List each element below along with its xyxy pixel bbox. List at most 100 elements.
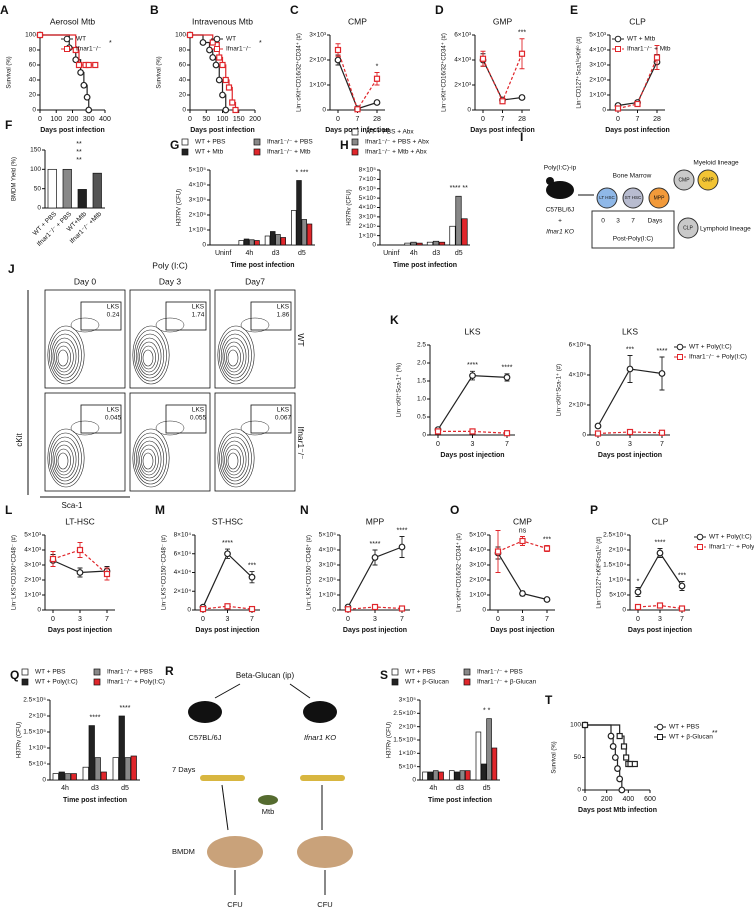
x-tick-label: 600: [644, 796, 656, 803]
gate: [80, 301, 122, 331]
panel-letter: G: [170, 138, 179, 152]
marker: [594, 430, 602, 437]
timeline-day: 0: [601, 218, 605, 225]
bar: [427, 771, 434, 781]
significance: ***: [678, 572, 686, 579]
cell-label: CMP: [678, 177, 690, 183]
legend-label: Ifnar1⁻/⁻: [76, 46, 101, 53]
marker: [92, 61, 99, 69]
y-axis-label: H37Rv (CFU): [347, 189, 353, 225]
legend-label: WT + PBS: [669, 724, 700, 731]
y-tick-label: 2×10³: [454, 82, 472, 89]
legend-swatch: [21, 668, 29, 676]
chart-title: CMP: [513, 516, 532, 526]
marker: [398, 605, 406, 612]
gate-value: 1.86: [277, 312, 290, 319]
marker: [219, 61, 226, 69]
y-tick-label: 0: [372, 242, 376, 249]
x-tick-label: d3: [272, 250, 280, 257]
y-tick-label: 4×10⁵: [189, 182, 207, 189]
x-tick-label: 3: [658, 616, 662, 623]
timeline-box: [591, 210, 675, 249]
gate: [165, 404, 207, 434]
y-tick-label: 1×10⁵: [319, 592, 337, 599]
significance: **: [712, 730, 718, 737]
marker: [626, 428, 634, 436]
cell-label: LT HSC: [599, 195, 615, 200]
legend-marker: [63, 35, 71, 43]
x-tick-label: 3: [373, 616, 377, 623]
y-tick-label: 1×10⁵: [399, 750, 417, 757]
cell-label: GMP: [702, 177, 714, 183]
series-line: [337, 59, 378, 110]
y-tick-label: 5×10⁵: [189, 167, 207, 174]
y-tick-label: 3×10³: [24, 562, 42, 569]
contour: [49, 329, 82, 382]
mtb-icon: [258, 795, 278, 805]
x-axis-label: Time post infection: [230, 262, 294, 269]
contour: [224, 341, 244, 373]
y-tick-label: 0: [37, 205, 41, 212]
significance: ***: [543, 536, 551, 543]
bar: [62, 168, 72, 209]
contour: [141, 448, 157, 473]
y-tick-label: 2×10³: [24, 577, 42, 584]
panel-letter: T: [545, 693, 553, 707]
x-tick-label: d5: [483, 785, 491, 792]
marker: [618, 786, 626, 794]
marker: [519, 537, 526, 545]
bar: [410, 241, 417, 246]
y-tick-label: 0: [187, 607, 191, 614]
x-tick-label: 7: [356, 116, 360, 123]
marker: [77, 69, 85, 76]
x-tick-label: 0: [496, 616, 500, 623]
y-tick-label: 5×10⁵: [359, 195, 377, 202]
survival-line: [190, 34, 227, 110]
legend-swatch: [253, 148, 261, 156]
contour: [224, 444, 244, 476]
marker: [658, 370, 666, 377]
contour: [50, 436, 80, 482]
x-tick-label: Uninf: [383, 250, 399, 257]
contour: [47, 325, 85, 385]
legend-label: WT + PBS: [195, 139, 226, 146]
x-axis-label: Days post infection: [190, 127, 255, 134]
y-tick-label: 80: [179, 47, 187, 54]
contour: [132, 325, 170, 385]
mouse-icon: [303, 701, 337, 723]
bar: [455, 195, 462, 246]
legend-swatch: [21, 678, 29, 686]
bar: [238, 240, 244, 246]
marker: [75, 61, 83, 69]
legend-marker: [656, 723, 664, 731]
bar: [58, 771, 65, 781]
contour: [139, 444, 159, 476]
y-tick-label: 2×10⁵: [359, 223, 377, 230]
legend-label: Ifnar1⁻/⁻ + Poly(I:C): [107, 679, 165, 686]
y-tick-label: 60: [29, 62, 37, 69]
panel-letter: B: [150, 3, 159, 17]
y-tick-label: 3×10⁵: [189, 197, 207, 204]
chart-title: ST-HSC: [212, 516, 243, 526]
marker: [634, 100, 641, 108]
bone-icon: [200, 775, 245, 781]
marker: [373, 99, 381, 106]
x-tick-label: 7: [105, 616, 109, 623]
bar: [291, 210, 297, 246]
x-tick-label: 4h: [61, 785, 69, 792]
marker: [616, 775, 624, 783]
significance: *: [376, 63, 379, 70]
x-axis-label: Days post injection: [490, 627, 554, 634]
bar: [301, 219, 307, 246]
legend-label: WT + Poly(I:C): [689, 344, 732, 351]
bar: [449, 225, 456, 246]
legend-label: WT + PBS: [35, 669, 66, 676]
y-tick-label: 2×10³: [309, 57, 327, 64]
x-tick-label: d5: [121, 785, 129, 792]
y-tick-label: 2×10⁵: [319, 577, 337, 584]
marker: [626, 365, 634, 373]
panel-letter: P: [590, 503, 598, 517]
panel-letter: I: [520, 130, 523, 144]
lineage-label: Myeloid lineage: [693, 160, 739, 167]
marker: [76, 546, 84, 554]
